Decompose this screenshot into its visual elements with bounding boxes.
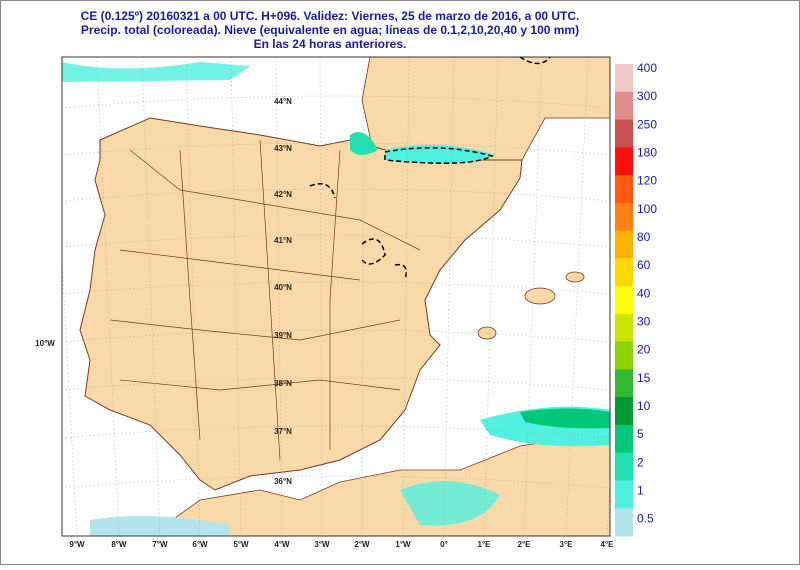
colorbar-swatch [615, 480, 633, 509]
lat-label: 36°N [274, 477, 292, 486]
lon-label: 8°W [111, 540, 127, 549]
colorbar-label: 30 [637, 314, 651, 328]
precip-area [62, 62, 250, 82]
colorbar-swatch [615, 230, 633, 259]
lon-label: 9°W [69, 540, 85, 549]
colorbar-label: 2 [637, 455, 644, 469]
lon-label: 0° [440, 540, 448, 549]
colorbar-swatch [615, 508, 633, 537]
menorca [565, 271, 585, 283]
mallorca [524, 287, 556, 305]
colorbar-label: 250 [637, 117, 657, 131]
colorbar-label: 10 [637, 399, 651, 413]
precip-area [400, 481, 500, 526]
parallel [62, 142, 610, 156]
colorbar-swatch [615, 91, 633, 121]
colorbar-swatch [615, 341, 633, 370]
lon-label: 3°E [560, 540, 574, 549]
colorbar-label: 5 [637, 427, 644, 441]
header: CE (0.125º) 20160321 a 00 UTC. H+096. Va… [81, 9, 580, 51]
lon-label: 4°E [601, 540, 615, 549]
lat-label: 38°N [274, 379, 292, 388]
lon-label: 1°W [395, 540, 411, 549]
colorbar-swatch [615, 64, 633, 93]
precip-area [385, 145, 495, 164]
coordinate-labels: 44°N 43°N 42°N 41°N 40°N 39°N 38°N 37°N 36°N 9°W 8… [35, 97, 614, 549]
lat-label: 43°N [274, 144, 292, 153]
parallel [62, 425, 610, 439]
precip-area [350, 132, 378, 155]
precip-area [90, 516, 230, 536]
colorbar-swatch [615, 313, 633, 343]
title-line: Precip. total (coloreada). Nieve (equiva… [81, 23, 579, 37]
parallel [62, 475, 610, 489]
lat-label: 42°N [274, 190, 292, 199]
colorbar-label: 40 [637, 286, 651, 300]
colorbar-label: 300 [637, 89, 657, 103]
colorbar-swatch [615, 202, 633, 232]
lon-label: 4°W [274, 540, 290, 549]
lat-label: 40°N [274, 283, 292, 292]
side-label: 10°W [35, 339, 55, 348]
parallel [62, 188, 610, 202]
colorbar-swatch [615, 424, 633, 454]
parallel [62, 234, 610, 248]
colorbar: 400 300 250 180 120 100 80 60 40 30 20 15 10 5 2 1 0.5 [615, 61, 657, 537]
lon-label: 3°W [314, 540, 330, 549]
parallel [62, 329, 610, 343]
lat-label: 37°N [274, 427, 292, 436]
colorbar-label: 0.5 [637, 512, 654, 526]
colorbar-label: 400 [637, 61, 657, 75]
lon-label: 5°W [233, 540, 249, 549]
colorbar-label: 80 [637, 230, 651, 244]
title-line: CE (0.125º) 20160321 a 00 UTC. H+096. Va… [81, 9, 580, 23]
colorbar-swatch [615, 286, 633, 315]
lon-label: 2°W [354, 540, 370, 549]
precip-area [520, 408, 610, 429]
colorbar-swatch [615, 397, 633, 426]
colorbar-label: 1 [637, 483, 644, 497]
parallel [62, 95, 610, 109]
map: 44°N 43°N 42°N 41°N 40°N 39°N 38°N 37°N 36°N 9°W 8… [35, 56, 614, 549]
graticule [62, 57, 610, 536]
parallel [62, 281, 610, 295]
lat-label: 44°N [274, 97, 292, 106]
colorbar-label: 15 [637, 371, 651, 385]
colorbar-label: 20 [637, 343, 651, 357]
lon-label: 2°E [518, 540, 532, 549]
map-border [61, 56, 611, 537]
lon-label: 6°W [192, 540, 208, 549]
colorbar-label: 60 [637, 258, 651, 272]
colorbar-swatch [615, 452, 633, 481]
colorbar-swatch [615, 175, 633, 204]
colorbar-swatch [615, 147, 633, 176]
africa [149, 429, 610, 536]
ibiza [477, 326, 497, 340]
snow-contour [309, 57, 551, 281]
parallel [62, 377, 610, 391]
title-line: En las 24 horas anteriores. [254, 37, 407, 51]
colorbar-label: 180 [637, 145, 657, 159]
lat-label: 41°N [274, 236, 292, 245]
lat-label: 39°N [274, 331, 292, 340]
colorbar-swatch [615, 369, 633, 398]
colorbar-swatch [615, 258, 633, 287]
colorbar-label: 100 [637, 202, 657, 216]
colorbar-swatch [615, 119, 633, 148]
lon-label: 7°W [152, 540, 168, 549]
colorbar-label: 120 [637, 174, 657, 188]
provinces [109, 139, 421, 461]
lon-label: 1°E [478, 540, 492, 549]
